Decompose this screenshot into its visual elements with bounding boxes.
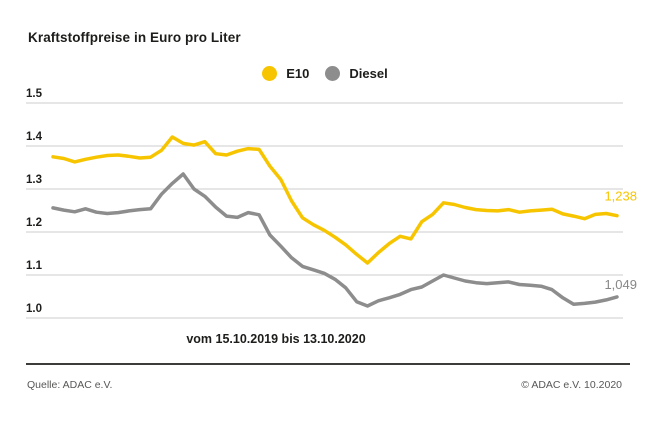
legend-item-e10: E10 [262,66,309,81]
e10-end-label: 1,238 [604,189,637,204]
diesel-end-label: 1,049 [604,277,637,292]
diesel-legend-dot-icon [325,66,341,81]
diesel-line [51,172,619,308]
y-tick-label: 1.4 [26,131,43,143]
y-tick-label: 1.3 [26,174,42,186]
y-tick-label: 1.5 [26,88,43,100]
footer-divider [26,363,630,365]
e10-line [51,135,619,265]
e10-legend-dot-icon [262,66,278,81]
chart-legend: E10 Diesel [0,66,650,81]
copyright-note: © ADAC e.V. 10.2020 [521,379,622,391]
y-tick-label: 1.0 [26,303,42,315]
e10-legend-label: E10 [286,66,310,81]
y-tick-label: 1.2 [26,217,42,229]
source-note: Quelle: ADAC e.V. [27,379,113,391]
x-axis-label: vom 15.10.2019 bis 13.10.2020 [186,332,365,346]
diesel-legend-label: Diesel [349,66,388,81]
footer: Quelle: ADAC e.V. © ADAC e.V. 10.2020 [27,379,622,391]
legend-item-diesel: Diesel [325,66,388,81]
y-tick-label: 1.1 [26,260,43,272]
chart-title: Kraftstoffpreise in Euro pro Liter [28,30,241,45]
